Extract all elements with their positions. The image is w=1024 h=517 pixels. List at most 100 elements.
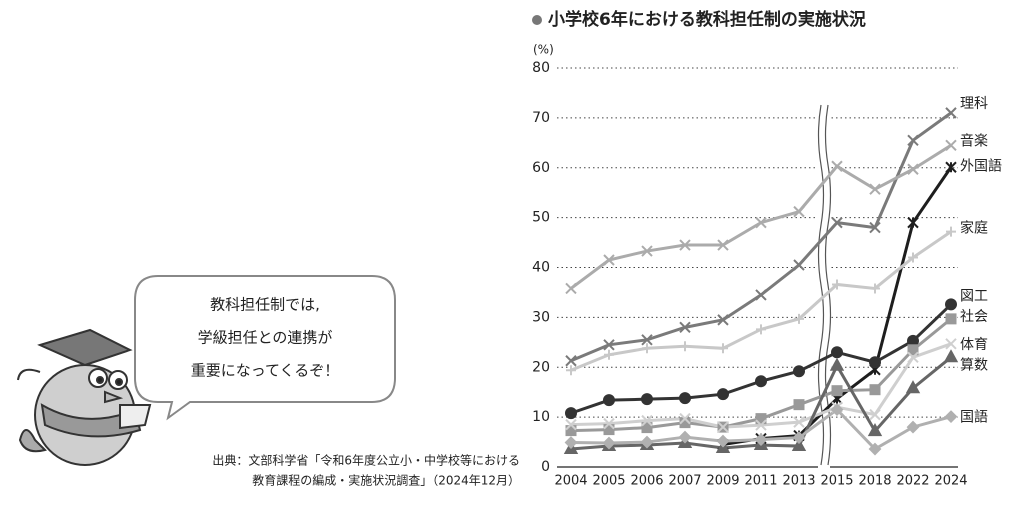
marker	[793, 365, 805, 378]
marker	[793, 259, 805, 271]
marker	[679, 239, 691, 251]
speech-line: 学級担任との連携が	[198, 329, 333, 347]
marker	[792, 431, 806, 444]
marker	[641, 334, 653, 346]
marker	[831, 160, 843, 172]
marker	[680, 341, 690, 352]
marker	[869, 408, 881, 421]
marker	[641, 422, 653, 434]
marker	[944, 410, 958, 424]
x-tick-label: 2024	[934, 474, 967, 489]
marker	[565, 355, 577, 367]
marker	[945, 338, 957, 350]
marker	[869, 183, 881, 195]
marker	[679, 392, 691, 405]
marker	[755, 419, 767, 431]
marker	[642, 343, 652, 354]
legend-label: 図工	[960, 288, 988, 304]
marker	[640, 435, 654, 449]
marker	[604, 349, 614, 360]
marker	[566, 365, 576, 376]
marker	[716, 434, 730, 448]
legend-label: 国語	[960, 410, 988, 426]
x-tick-label: 2009	[706, 474, 739, 489]
marker	[717, 388, 729, 401]
speech-line: 重要になってくるぞ！	[191, 362, 340, 380]
marker	[564, 436, 578, 449]
marker	[791, 437, 807, 452]
marker	[565, 407, 577, 420]
marker	[831, 385, 843, 397]
chart-title: 小学校6年における教科担任制の実施状況	[548, 9, 866, 30]
marker	[756, 324, 766, 335]
legend-label: 算数	[960, 357, 988, 373]
x-tick-label: 2007	[668, 474, 701, 489]
x-tick-label: 2015	[820, 474, 853, 489]
marker	[945, 298, 957, 311]
y-tick-label: 50	[532, 210, 550, 226]
mascot	[17, 328, 152, 466]
marker	[679, 321, 691, 334]
marker	[832, 279, 842, 290]
marker	[717, 239, 729, 251]
legend-label: 外国語	[960, 158, 1002, 174]
marker	[906, 420, 920, 434]
marker	[869, 221, 881, 234]
marker	[945, 313, 957, 325]
title-bullet	[532, 15, 542, 25]
x-tick-label: 2018	[858, 474, 891, 489]
x-tick-label: 2013	[782, 474, 815, 489]
marker	[793, 399, 805, 411]
speech-bubble: 教科担任制では, 学級担任との連携が 重要になってくるぞ！	[134, 275, 396, 421]
marker	[907, 216, 919, 229]
marker	[908, 252, 918, 263]
y-tick-label: 70	[532, 110, 550, 126]
marker	[755, 216, 767, 229]
y-tick-label: 80	[532, 60, 550, 76]
marker	[905, 380, 921, 394]
marker	[869, 356, 881, 369]
marker	[603, 417, 615, 430]
marker	[603, 254, 615, 266]
marker	[945, 107, 957, 119]
x-tick-label: 2006	[630, 474, 663, 489]
marker	[829, 357, 845, 371]
marker	[641, 393, 653, 406]
marker	[793, 205, 805, 218]
marker	[869, 384, 881, 396]
marker	[603, 339, 615, 351]
y-axis-label: (%)	[533, 43, 554, 57]
marker	[755, 289, 767, 301]
marker	[565, 282, 577, 295]
marker	[603, 424, 615, 436]
marker	[565, 425, 577, 437]
legend-label: 体育	[960, 337, 988, 353]
x-tick-label: 2022	[896, 474, 929, 489]
source-line: 教育課程の編成・実施状況調査」（2024年12月）	[252, 473, 520, 488]
marker	[565, 418, 577, 431]
marker	[717, 314, 729, 326]
legend-label: 家庭	[960, 220, 988, 237]
y-tick-label: 0	[541, 459, 550, 475]
marker	[641, 245, 653, 257]
marker	[717, 421, 729, 433]
marker	[755, 375, 767, 388]
legend-label: 社会	[960, 309, 988, 325]
series-line	[570, 303, 953, 415]
marker	[754, 433, 768, 446]
y-tick-label: 30	[532, 309, 550, 325]
marker	[831, 346, 843, 359]
marker	[907, 134, 919, 147]
marker	[870, 283, 880, 294]
marker	[603, 394, 615, 407]
marker	[602, 436, 616, 450]
source-line: 出典：文部科学省「令和6年度公立小・中学校等における	[212, 453, 520, 468]
marker	[943, 349, 959, 363]
axis-break	[817, 100, 832, 472]
marker	[830, 403, 844, 417]
marker	[679, 412, 691, 425]
y-tick-label: 40	[532, 260, 550, 276]
x-tick-label: 2011	[744, 474, 777, 489]
marker	[794, 313, 804, 324]
marker	[867, 423, 883, 437]
